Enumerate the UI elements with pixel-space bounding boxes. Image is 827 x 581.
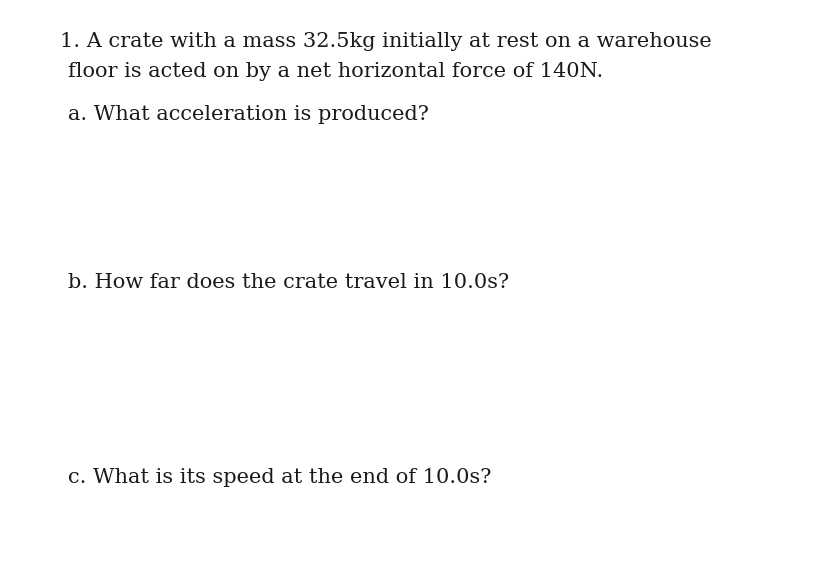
Text: 1. A crate with a mass 32.5kg initially at rest on a warehouse: 1. A crate with a mass 32.5kg initially … [60,32,710,51]
Text: b. How far does the crate travel in 10.0s?: b. How far does the crate travel in 10.0… [68,273,509,292]
Text: c. What is its speed at the end of 10.0s?: c. What is its speed at the end of 10.0s… [68,468,490,487]
Text: floor is acted on by a net horizontal force of 140N.: floor is acted on by a net horizontal fo… [68,62,602,81]
Text: a. What acceleration is produced?: a. What acceleration is produced? [68,105,428,124]
